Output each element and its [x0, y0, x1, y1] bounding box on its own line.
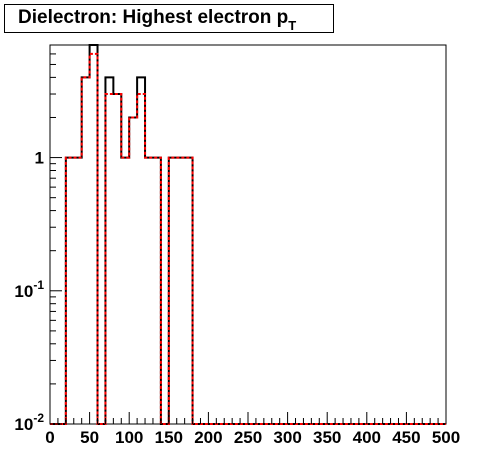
x-tick-label: 400 — [353, 428, 381, 447]
chart-title: Dielectron: Highest electron pT — [18, 7, 296, 33]
x-tick-label: 150 — [155, 428, 183, 447]
chart-title-box: Dielectron: Highest electron pT — [4, 4, 334, 33]
y-tick-label: 10-2 — [14, 411, 44, 434]
x-tick-label: 50 — [80, 428, 99, 447]
y-tick-label: 10-1 — [14, 278, 44, 301]
x-tick-label: 350 — [313, 428, 341, 447]
chart-title-subscript: T — [288, 18, 297, 33]
chart-title-main: Dielectron: Highest electron p — [18, 7, 289, 28]
plot-frame — [49, 44, 447, 425]
x-tick-label: 500 — [432, 428, 460, 447]
x-tick-label: 300 — [273, 428, 301, 447]
x-tick-label: 100 — [115, 428, 143, 447]
y-tick-label: 1 — [35, 149, 44, 168]
x-tick-label: 200 — [194, 428, 222, 447]
x-tick-label: 450 — [392, 428, 420, 447]
x-tick-label: 0 — [45, 428, 54, 447]
x-tick-label: 250 — [234, 428, 262, 447]
